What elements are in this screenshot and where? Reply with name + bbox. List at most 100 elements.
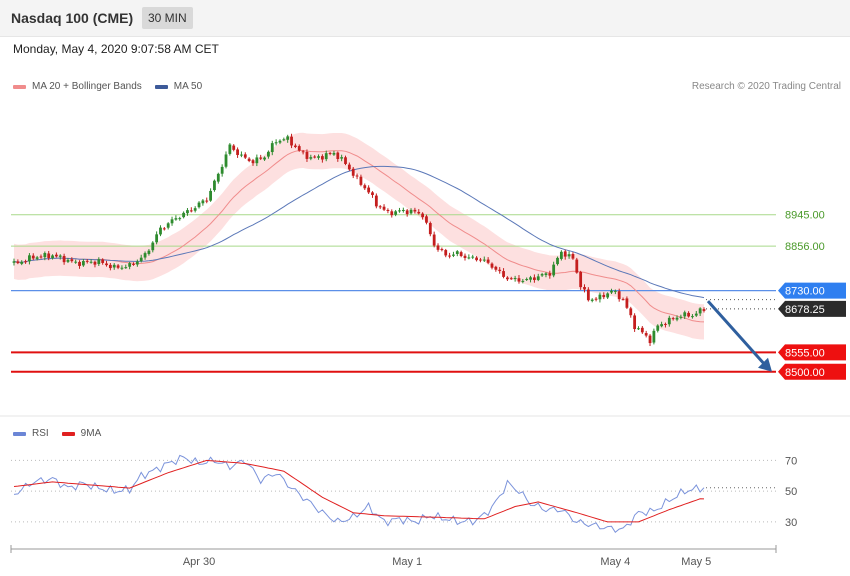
candle-body [24, 261, 27, 263]
rsi-panel: 70 50 30 [11, 454, 797, 534]
candle-body [344, 157, 347, 164]
candle-body [398, 210, 401, 212]
candle-body [20, 261, 24, 264]
candle-body [328, 152, 332, 154]
candle-body [16, 261, 20, 264]
candle-body [282, 139, 286, 141]
candle-body [683, 312, 687, 317]
candle-body [552, 264, 556, 276]
candle-body [563, 251, 567, 257]
legend-label-9ma: 9MA [80, 428, 102, 439]
legend-item-ma20: MA 20 + Bollinger Bands [13, 81, 142, 92]
candle-body [621, 299, 625, 301]
candle-body [494, 266, 498, 270]
candle-body [452, 254, 455, 256]
candle-body [667, 317, 671, 325]
timeframe-badge[interactable]: 30 MIN [142, 7, 193, 29]
candle-body [671, 318, 675, 320]
candle-body [594, 298, 598, 300]
moving-average-layer [13, 149, 705, 323]
candle-body [85, 260, 89, 262]
candle-body [132, 263, 135, 265]
candle-body [359, 176, 363, 185]
candle-body [270, 143, 274, 153]
candle-body [263, 157, 266, 160]
candle-body [209, 190, 212, 201]
candle-body [390, 211, 394, 216]
candle-body [259, 157, 263, 159]
candle-body [382, 206, 386, 210]
candle-body [12, 261, 16, 263]
candle-body [506, 277, 509, 280]
candle-body [421, 213, 425, 218]
candle-body [174, 218, 178, 220]
candle-body [579, 271, 583, 288]
candle-body [405, 210, 409, 215]
candle-body [70, 259, 74, 262]
candle-body [525, 278, 529, 280]
legend-item-9ma: 9MA [61, 428, 102, 439]
candle-body [267, 151, 270, 157]
candle-body [386, 209, 390, 211]
candle-body [567, 254, 571, 257]
level-labels-layer: 8945.00 8856.00 8730.00 8678.25 8555.00 8500.… [778, 210, 846, 380]
candle-body [278, 140, 282, 143]
level-label: 8945.00 [785, 210, 825, 222]
candle-body [548, 273, 552, 276]
candle-body [116, 265, 120, 268]
candle-body [28, 255, 31, 262]
candle-body [648, 335, 652, 344]
candle-body [159, 227, 162, 235]
candle-body [93, 261, 97, 265]
candle-body [290, 136, 293, 146]
legend-swatch-ma20 [13, 84, 26, 89]
candle-body [170, 219, 174, 224]
candle-body [105, 263, 108, 266]
candle-body [51, 255, 54, 259]
level-label: 8730.00 [785, 286, 825, 298]
forecast-arrow-shaft [706, 300, 766, 365]
candle-body [559, 251, 563, 259]
rsi-tick-label: 50 [785, 486, 797, 498]
candle-body [556, 257, 559, 265]
candle-body [216, 173, 220, 182]
x-tick-label: May 5 [681, 556, 711, 568]
candle-body [656, 325, 660, 331]
candle-body [633, 315, 637, 330]
x-tick-label: Apr 30 [183, 556, 215, 568]
candle-body [43, 253, 47, 258]
candle-body [590, 299, 594, 301]
rsi-legend: RSI 9MA [13, 428, 114, 439]
candle-body [617, 291, 621, 300]
forecast-arrow-layer [706, 300, 772, 372]
candle-body [81, 261, 85, 266]
candle-body [479, 259, 482, 261]
candle-body [301, 151, 305, 153]
legend-swatch-9ma [61, 431, 75, 436]
main-legend: MA 20 + Bollinger Bands MA 50 [13, 81, 215, 92]
candle-body [313, 156, 317, 158]
candle-body [702, 309, 706, 311]
candle-body [305, 151, 309, 159]
candle-body [112, 264, 116, 268]
candle-body [35, 257, 39, 259]
candle-body [652, 330, 656, 343]
candle-body [675, 317, 679, 320]
level-label: 8555.00 [785, 347, 825, 359]
candle-body [664, 323, 667, 325]
candle-body [371, 192, 374, 196]
candle-body [162, 228, 166, 230]
rsi-tick-label: 70 [785, 455, 797, 467]
level-label: 8500.00 [785, 367, 825, 379]
candle-body [540, 274, 544, 276]
candle-body [694, 313, 698, 316]
candle-body [544, 273, 548, 276]
candle-body [521, 280, 525, 282]
candle-body [586, 289, 590, 301]
legend-label-ma50: MA 50 [173, 81, 203, 92]
candle-body [444, 250, 448, 256]
candle-body [432, 234, 436, 246]
candle-body [355, 175, 359, 177]
candle-body [340, 157, 344, 159]
candle-body [251, 160, 255, 164]
